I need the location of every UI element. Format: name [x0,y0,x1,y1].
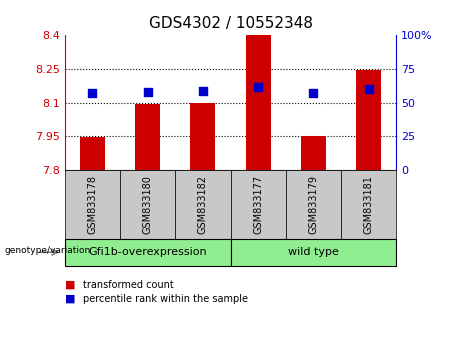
Text: Gfi1b-overexpression: Gfi1b-overexpression [88,247,207,257]
Text: GSM833181: GSM833181 [364,175,374,234]
Bar [80,137,105,170]
Text: GSM833178: GSM833178 [87,175,97,234]
Title: GDS4302 / 10552348: GDS4302 / 10552348 [148,16,313,32]
Text: GSM833179: GSM833179 [308,175,319,234]
Text: wild type: wild type [288,247,339,257]
Bar [356,70,381,170]
Point [254,84,262,89]
Point [89,90,96,96]
Point [144,89,151,95]
Bar [246,35,271,170]
Text: percentile rank within the sample: percentile rank within the sample [83,294,248,304]
Point [365,86,372,92]
Text: ■: ■ [65,294,75,304]
Text: GSM833182: GSM833182 [198,175,208,234]
Text: ■: ■ [65,280,75,290]
Point [310,90,317,96]
Text: GSM833177: GSM833177 [253,175,263,234]
Bar [190,103,215,170]
Bar [301,136,326,170]
Text: transformed count: transformed count [83,280,174,290]
Bar [135,104,160,170]
Text: genotype/variation: genotype/variation [5,246,91,255]
Point [199,88,207,93]
Text: GSM833180: GSM833180 [142,175,153,234]
